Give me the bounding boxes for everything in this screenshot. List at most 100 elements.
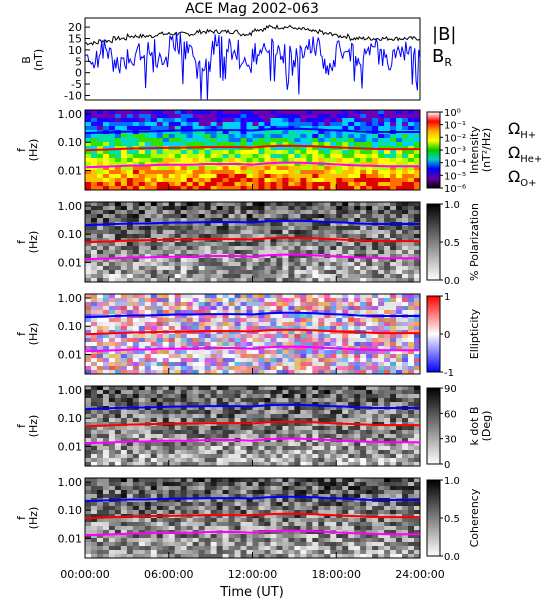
heatmap-cell: [96, 210, 104, 215]
heatmap-cell: [162, 338, 170, 343]
heatmap-cell: [318, 238, 325, 243]
heatmap-cell: [354, 122, 361, 127]
heatmap-cell: [330, 358, 337, 363]
heatmap-cell: [168, 554, 176, 559]
heatmap-cell: [318, 258, 325, 263]
heatmap-cell: [222, 250, 229, 255]
heatmap-cell: [144, 214, 152, 219]
heatmap-cell: [156, 338, 164, 343]
heatmap-cell: [138, 386, 146, 391]
heatmap-cell: [132, 546, 140, 551]
heatmap-cell: [408, 210, 415, 215]
heatmap-cell: [366, 338, 373, 343]
heatmap-cell: [204, 386, 212, 391]
heatmap-cell: [132, 242, 140, 247]
heatmap-cell: [342, 142, 349, 147]
heatmap-cell: [210, 362, 218, 367]
heatmap-cell: [108, 534, 116, 539]
heatmap-cell: [85, 422, 92, 427]
heatmap-cell: [318, 350, 325, 355]
heatmap-cell: [270, 430, 277, 435]
heatmap-cell: [246, 410, 253, 415]
heatmap-cell: [378, 154, 385, 159]
heatmap-cell: [85, 118, 92, 123]
heatmap-cell: [85, 502, 92, 507]
heatmap-cell: [162, 486, 170, 491]
heatmap-cell: [150, 150, 158, 155]
heatmap-cell: [234, 446, 241, 451]
heatmap-cell: [276, 146, 283, 151]
heatmap-cell: [156, 234, 164, 239]
heatmap-cell: [414, 322, 421, 327]
heatmap-cell: [85, 210, 92, 215]
heatmap-cell: [198, 110, 206, 115]
heatmap-cell: [348, 306, 355, 311]
heatmap-cell: [90, 434, 98, 439]
heatmap-cell: [234, 362, 241, 367]
heatmap-cell: [162, 502, 170, 507]
heatmap-cell: [288, 242, 295, 247]
heatmap-cell: [270, 262, 277, 267]
heatmap-cell: [402, 434, 409, 439]
heatmap-cell: [120, 438, 128, 443]
heatmap-cell: [318, 298, 325, 303]
heatmap-cell: [372, 302, 379, 307]
heatmap-cell: [108, 306, 116, 311]
heatmap-cell: [85, 322, 92, 327]
heatmap-cell: [156, 350, 164, 355]
heatmap-cell: [222, 458, 229, 463]
heatmap-cell: [294, 386, 301, 391]
heatmap-cell: [132, 418, 140, 423]
heatmap-cell: [150, 426, 158, 431]
heatmap-cell: [360, 394, 367, 399]
heatmap-cell: [366, 326, 373, 331]
y-tick-label: 0.01: [58, 348, 83, 361]
heatmap-cell: [156, 442, 164, 447]
heatmap-cell: [228, 238, 235, 243]
heatmap-cell: [342, 294, 349, 299]
heatmap-cell: [366, 246, 373, 251]
heatmap-cell: [270, 454, 277, 459]
heatmap-cell: [336, 302, 343, 307]
heatmap-cell: [132, 458, 140, 463]
heatmap-cell: [102, 330, 110, 335]
heatmap-cell: [162, 110, 170, 115]
heatmap-cell: [252, 450, 259, 455]
heatmap-cell: [228, 110, 235, 115]
heatmap-cell: [324, 210, 331, 215]
heatmap-cell: [222, 126, 229, 131]
heatmap-cell: [246, 326, 253, 331]
heatmap-cell: [222, 122, 229, 127]
heatmap-cell: [228, 338, 235, 343]
heatmap-cell: [126, 502, 134, 507]
heatmap-cell: [126, 538, 134, 543]
heatmap-cell: [324, 458, 331, 463]
heatmap-cell: [85, 150, 92, 155]
heatmap-cell: [384, 230, 391, 235]
heatmap-cell: [138, 534, 146, 539]
heatmap-cell: [126, 534, 134, 539]
colorbar: [426, 203, 441, 281]
heatmap-cell: [102, 354, 110, 359]
heatmap-cell: [210, 386, 218, 391]
heatmap-cell: [180, 322, 188, 327]
heatmap-cell: [408, 258, 415, 263]
heatmap-cell: [114, 350, 122, 355]
heatmap-cell: [288, 354, 295, 359]
heatmap-cell: [348, 294, 355, 299]
heatmap-cell: [216, 154, 223, 159]
heatmap-cell: [228, 458, 235, 463]
heatmap-cell: [354, 114, 361, 119]
legend-omega-h-plus: ΩH+: [508, 119, 536, 141]
heatmap-cell: [96, 366, 104, 371]
heatmap-cell: [108, 334, 116, 339]
heatmap-cell: [210, 242, 218, 247]
heatmap-cell: [144, 150, 152, 155]
heatmap-cell: [138, 370, 146, 375]
heatmap-cell: [414, 298, 421, 303]
heatmap-cell: [342, 418, 349, 423]
heatmap-cell: [408, 322, 415, 327]
heatmap-cell: [366, 310, 373, 315]
heatmap-cell: [408, 342, 415, 347]
heatmap-cell: [252, 274, 259, 279]
